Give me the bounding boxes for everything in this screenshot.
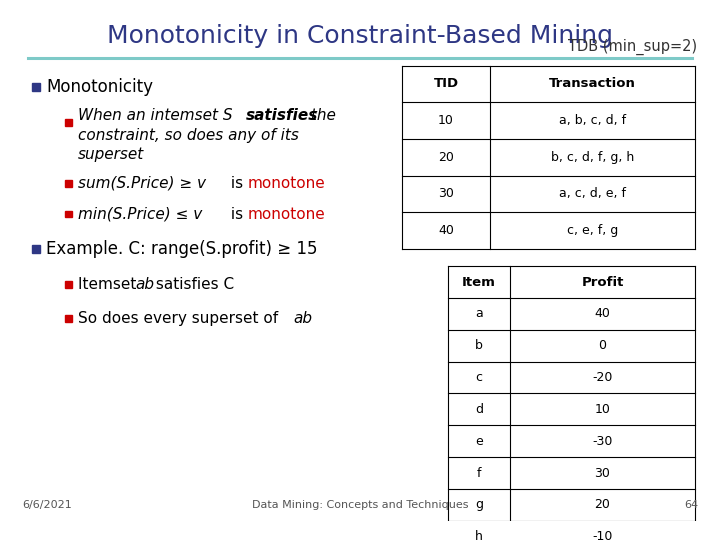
Bar xyxy=(65,119,72,126)
Text: Example. C: range(S.profit) ≥ 15: Example. C: range(S.profit) ≥ 15 xyxy=(46,240,318,258)
Text: the: the xyxy=(306,108,336,123)
Text: g: g xyxy=(475,498,483,511)
Text: ab: ab xyxy=(135,277,154,292)
Text: monotone: monotone xyxy=(248,176,325,191)
Text: Transaction: Transaction xyxy=(549,77,636,90)
Text: a, b, c, d, f: a, b, c, d, f xyxy=(559,114,626,127)
Text: -20: -20 xyxy=(593,371,613,384)
Text: 20: 20 xyxy=(438,151,454,164)
Text: h: h xyxy=(475,530,483,540)
Bar xyxy=(32,245,40,253)
Text: satisfies: satisfies xyxy=(246,108,318,123)
Text: TDB (min_sup=2): TDB (min_sup=2) xyxy=(568,39,697,56)
Text: When an intemset S: When an intemset S xyxy=(78,108,238,123)
Text: c: c xyxy=(475,371,482,384)
Bar xyxy=(65,180,72,187)
Text: b: b xyxy=(475,339,483,352)
Text: min(S.Price) ≤ v: min(S.Price) ≤ v xyxy=(78,207,202,221)
Text: satisfies C: satisfies C xyxy=(151,277,234,292)
Text: Data Mining: Concepts and Techniques: Data Mining: Concepts and Techniques xyxy=(252,501,468,510)
Text: Item: Item xyxy=(462,275,496,288)
Text: monotone: monotone xyxy=(248,207,325,221)
Text: -30: -30 xyxy=(593,435,613,448)
Text: 6/6/2021: 6/6/2021 xyxy=(22,501,72,510)
Text: 30: 30 xyxy=(438,187,454,200)
Text: e: e xyxy=(475,435,483,448)
Text: 20: 20 xyxy=(595,498,611,511)
Text: 40: 40 xyxy=(438,224,454,237)
Text: 40: 40 xyxy=(595,307,611,320)
Text: a, c, d, e, f: a, c, d, e, f xyxy=(559,187,626,200)
Text: TID: TID xyxy=(433,77,459,90)
Text: sum(S.Price) ≥ v: sum(S.Price) ≥ v xyxy=(78,176,206,191)
Text: ab: ab xyxy=(293,310,312,326)
Bar xyxy=(65,281,72,288)
Text: So does every superset of: So does every superset of xyxy=(78,310,283,326)
Text: is: is xyxy=(226,207,248,221)
Text: constraint, so does any of its: constraint, so does any of its xyxy=(78,127,299,143)
Text: d: d xyxy=(475,403,483,416)
Text: Itemset: Itemset xyxy=(78,277,141,292)
Text: 10: 10 xyxy=(438,114,454,127)
Text: -10: -10 xyxy=(593,530,613,540)
Text: f: f xyxy=(477,467,481,480)
Text: 0: 0 xyxy=(598,339,606,352)
Text: is: is xyxy=(226,176,248,191)
Text: 30: 30 xyxy=(595,467,611,480)
Text: 64: 64 xyxy=(684,501,698,510)
Text: Monotonicity: Monotonicity xyxy=(46,78,153,96)
Bar xyxy=(32,83,40,91)
Bar xyxy=(65,315,72,322)
Text: superset: superset xyxy=(78,147,144,162)
Text: Profit: Profit xyxy=(581,275,624,288)
Text: a: a xyxy=(475,307,483,320)
Text: Monotonicity in Constraint-Based Mining: Monotonicity in Constraint-Based Mining xyxy=(107,24,613,48)
Bar xyxy=(65,211,72,218)
Text: b, c, d, f, g, h: b, c, d, f, g, h xyxy=(551,151,634,164)
Text: c, e, f, g: c, e, f, g xyxy=(567,224,618,237)
Text: 10: 10 xyxy=(595,403,611,416)
